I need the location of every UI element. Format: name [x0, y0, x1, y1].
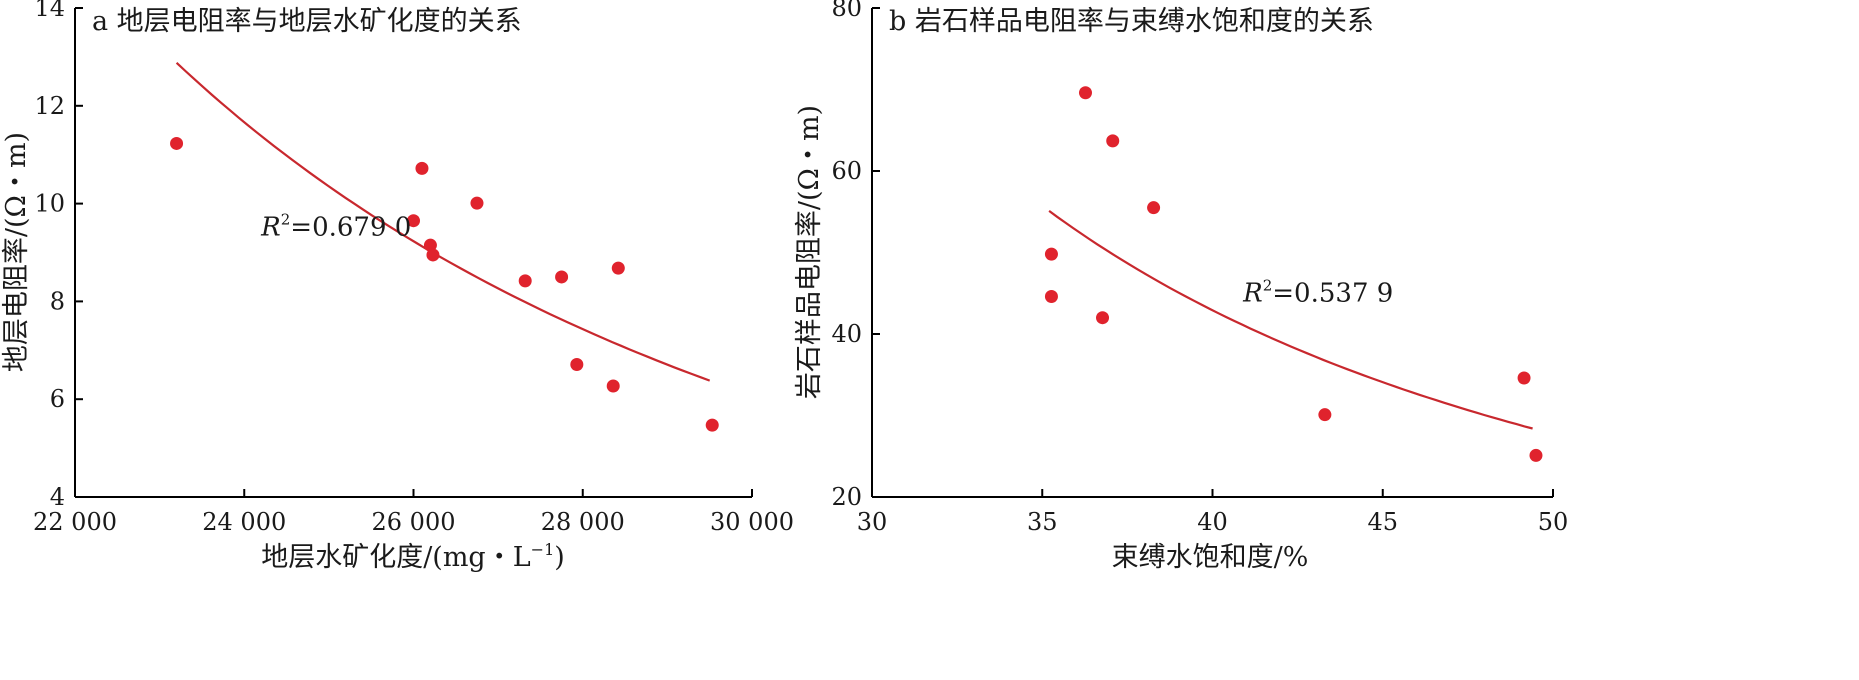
panel-a-x-axis-label: 地层水矿化度/(mg・L−1) [261, 540, 565, 573]
panel-a-r2-prefix: R [260, 212, 281, 242]
panel-a-x-tick-label-3: 28 000 [541, 508, 625, 536]
panel-b-data-point-4 [1106, 134, 1120, 148]
panel-a-x-tick-label-4: 30 000 [710, 508, 794, 536]
panel-a-data-point-7 [555, 270, 569, 284]
panel-a-r2-label: R2=0.679 0 [260, 210, 411, 242]
panel-b-r2-label: R2=0.537 9 [1242, 276, 1393, 308]
panel-b-x-tick-label-1: 35 [1027, 508, 1058, 536]
panel-a-trendline [175, 61, 711, 382]
panel-a-data-point-0 [170, 136, 184, 150]
panel-a-data-point-5 [470, 196, 484, 210]
panel-a-y-tick-label-0: 4 [50, 483, 65, 511]
panel-a-x-ticks: 22 000 24 000 26 000 28 000 30 000 [33, 489, 794, 536]
panel-b-title: b 岩石样品电阻率与束缚水饱和度的关系 [889, 6, 1374, 37]
panel-a-x-axis-label-sup: −1 [531, 540, 555, 559]
panel-b-y-ticks: 20 40 60 80 [831, 0, 880, 511]
panel-a-data-point-2 [415, 161, 429, 175]
panel-b-x-axis-label: 束缚水饱和度/% [1112, 542, 1309, 573]
panel-a-axes [74, 8, 752, 498]
panel-a-title: a 地层电阻率与地层水矿化度的关系 [92, 6, 522, 37]
panel-b-points [1044, 86, 1543, 462]
panel-b-x-tick-label-2: 40 [1197, 508, 1228, 536]
panel-b-data-point-3 [1096, 311, 1110, 325]
panel-b-x-tick-label-4: 50 [1538, 508, 1569, 536]
panel-b-y-axis-label: 岩石样品电阻率/(Ω・m) [794, 105, 825, 399]
panel-b-data-point-6 [1318, 408, 1332, 422]
panel-a-y-tick-label-3: 10 [34, 190, 65, 218]
panel-a-r2-sup: 2 [281, 210, 291, 228]
panel-b-data-point-8 [1529, 448, 1543, 462]
panel-a-y-tick-label-4: 12 [34, 92, 65, 120]
panel-a-x-tick-label-0: 22 000 [33, 508, 117, 536]
panel-a-y-tick-label-5: 14 [34, 0, 65, 22]
panel-a-x-tick-label-1: 24 000 [202, 508, 286, 536]
panel-a-y-tick-label-1: 6 [50, 385, 65, 413]
panel-b-y-tick-label-2: 60 [831, 157, 862, 185]
panel-a-points [170, 136, 719, 432]
panel-a-data-point-4 [426, 248, 440, 262]
panel-a-y-tick-label-2: 8 [50, 287, 65, 315]
panel-a-data-point-6 [518, 274, 532, 288]
panel-b-r2-sup: 2 [1263, 276, 1273, 294]
panel-a-chart: 22 000 24 000 26 000 28 000 30 000 4 6 8 10 12 14… [1, 0, 794, 573]
panel-a-data-point-10 [611, 261, 625, 275]
panel-b-x-ticks: 30 35 40 45 50 [857, 489, 1569, 536]
panel-b-axes [871, 8, 1553, 498]
panel-a-y-axis-label: 地层电阻率/(Ω・m) [1, 132, 32, 372]
panel-a-x-tick-label-2: 26 000 [372, 508, 456, 536]
panel-a-data-point-1 [407, 214, 420, 228]
panel-a-x-axis-label-main: 地层水矿化度/(mg・L [261, 542, 531, 573]
panel-b-x-tick-label-0: 30 [857, 508, 888, 536]
panel-b-data-point-1 [1044, 290, 1058, 304]
panel-a-data-point-8 [570, 357, 584, 371]
panel-a-r2-value: =0.679 0 [290, 212, 411, 242]
panel-b-y-tick-label-1: 40 [831, 320, 862, 348]
panel-b-r2-value: =0.537 9 [1272, 278, 1393, 308]
panel-b-data-point-7 [1517, 371, 1531, 385]
panel-a-data-point-11 [705, 418, 719, 432]
panel-b-y-tick-label-0: 20 [831, 483, 862, 511]
panel-b-x-tick-label-3: 45 [1367, 508, 1398, 536]
panel-a-y-ticks: 4 6 8 10 12 14 [34, 0, 83, 511]
panel-b-y-tick-label-3: 80 [831, 0, 862, 22]
panel-b-data-point-0 [1044, 247, 1058, 261]
panel-b-trendline [1048, 210, 1533, 430]
panel-a-data-point-3 [423, 238, 437, 252]
panel-a-x-axis-label-end: ) [554, 542, 565, 573]
panel-b-data-point-2 [1078, 86, 1092, 100]
panel-b-r2-prefix: R [1242, 278, 1263, 308]
panel-b-data-point-5 [1147, 201, 1161, 215]
panel-a-data-point-9 [606, 379, 620, 393]
